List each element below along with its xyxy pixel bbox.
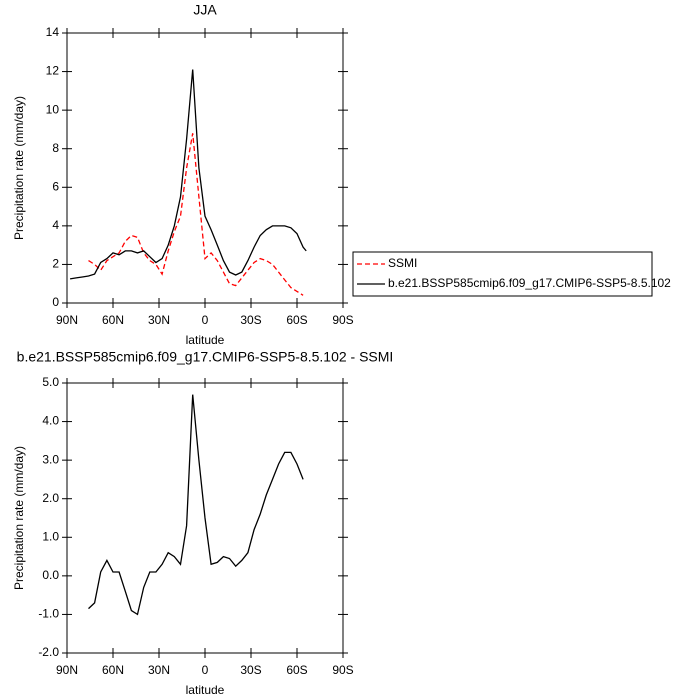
y-axis-label: Precipitation rate (mm/day)	[12, 96, 26, 240]
y-tick-label: 14	[46, 25, 60, 39]
y-tick-label: -1.0	[38, 607, 59, 621]
series-line	[69, 69, 307, 280]
series-line	[88, 133, 304, 296]
x-axis-label: latitude	[186, 683, 225, 697]
y-tick-label: 2	[52, 257, 59, 271]
series-line	[88, 394, 304, 616]
legend-box	[352, 251, 653, 297]
legend-label: b.e21.BSSP585cmip6.f09_g17.CMIP6-SSP5-8.…	[388, 276, 671, 290]
x-tick-label: 90S	[332, 313, 353, 327]
legend-label: SSMI	[388, 256, 417, 270]
y-tick-label: 4.0	[42, 414, 59, 428]
x-tick-label: 30S	[240, 313, 261, 327]
x-tick-label: 60N	[102, 313, 124, 327]
x-tick-label: 30S	[240, 663, 261, 677]
x-tick-label: 90N	[56, 313, 78, 327]
x-tick-label: 0	[202, 313, 209, 327]
chart-title: b.e21.BSSP585cmip6.f09_g17.CMIP6-SSP5-8.…	[17, 349, 394, 365]
y-tick-label: 5.0	[42, 375, 59, 389]
x-tick-label: 60N	[102, 663, 124, 677]
x-tick-label: 90S	[332, 663, 353, 677]
plot-frame	[66, 32, 344, 304]
y-tick-label: 3.0	[42, 452, 59, 466]
y-tick-label: 10	[46, 102, 60, 116]
y-axis-label: Precipitation rate (mm/day)	[12, 446, 26, 590]
y-tick-label: -2.0	[38, 645, 59, 659]
y-tick-label: 0	[52, 295, 59, 309]
x-tick-label: 30N	[148, 313, 170, 327]
y-tick-label: 0.0	[42, 568, 59, 582]
x-tick-label: 30N	[148, 663, 170, 677]
x-tick-label: 0	[202, 663, 209, 677]
y-tick-label: 1.0	[42, 529, 59, 543]
y-tick-label: 8	[52, 141, 59, 155]
chart-title: JJA	[193, 2, 217, 18]
y-tick-label: 6	[52, 179, 59, 193]
x-tick-label: 90N	[56, 663, 78, 677]
y-tick-label: 12	[46, 64, 60, 78]
x-tick-label: 60S	[286, 663, 307, 677]
y-tick-label: 4	[52, 218, 59, 232]
x-tick-label: 60S	[286, 313, 307, 327]
x-axis-label: latitude	[186, 333, 225, 347]
y-tick-label: 2.0	[42, 491, 59, 505]
